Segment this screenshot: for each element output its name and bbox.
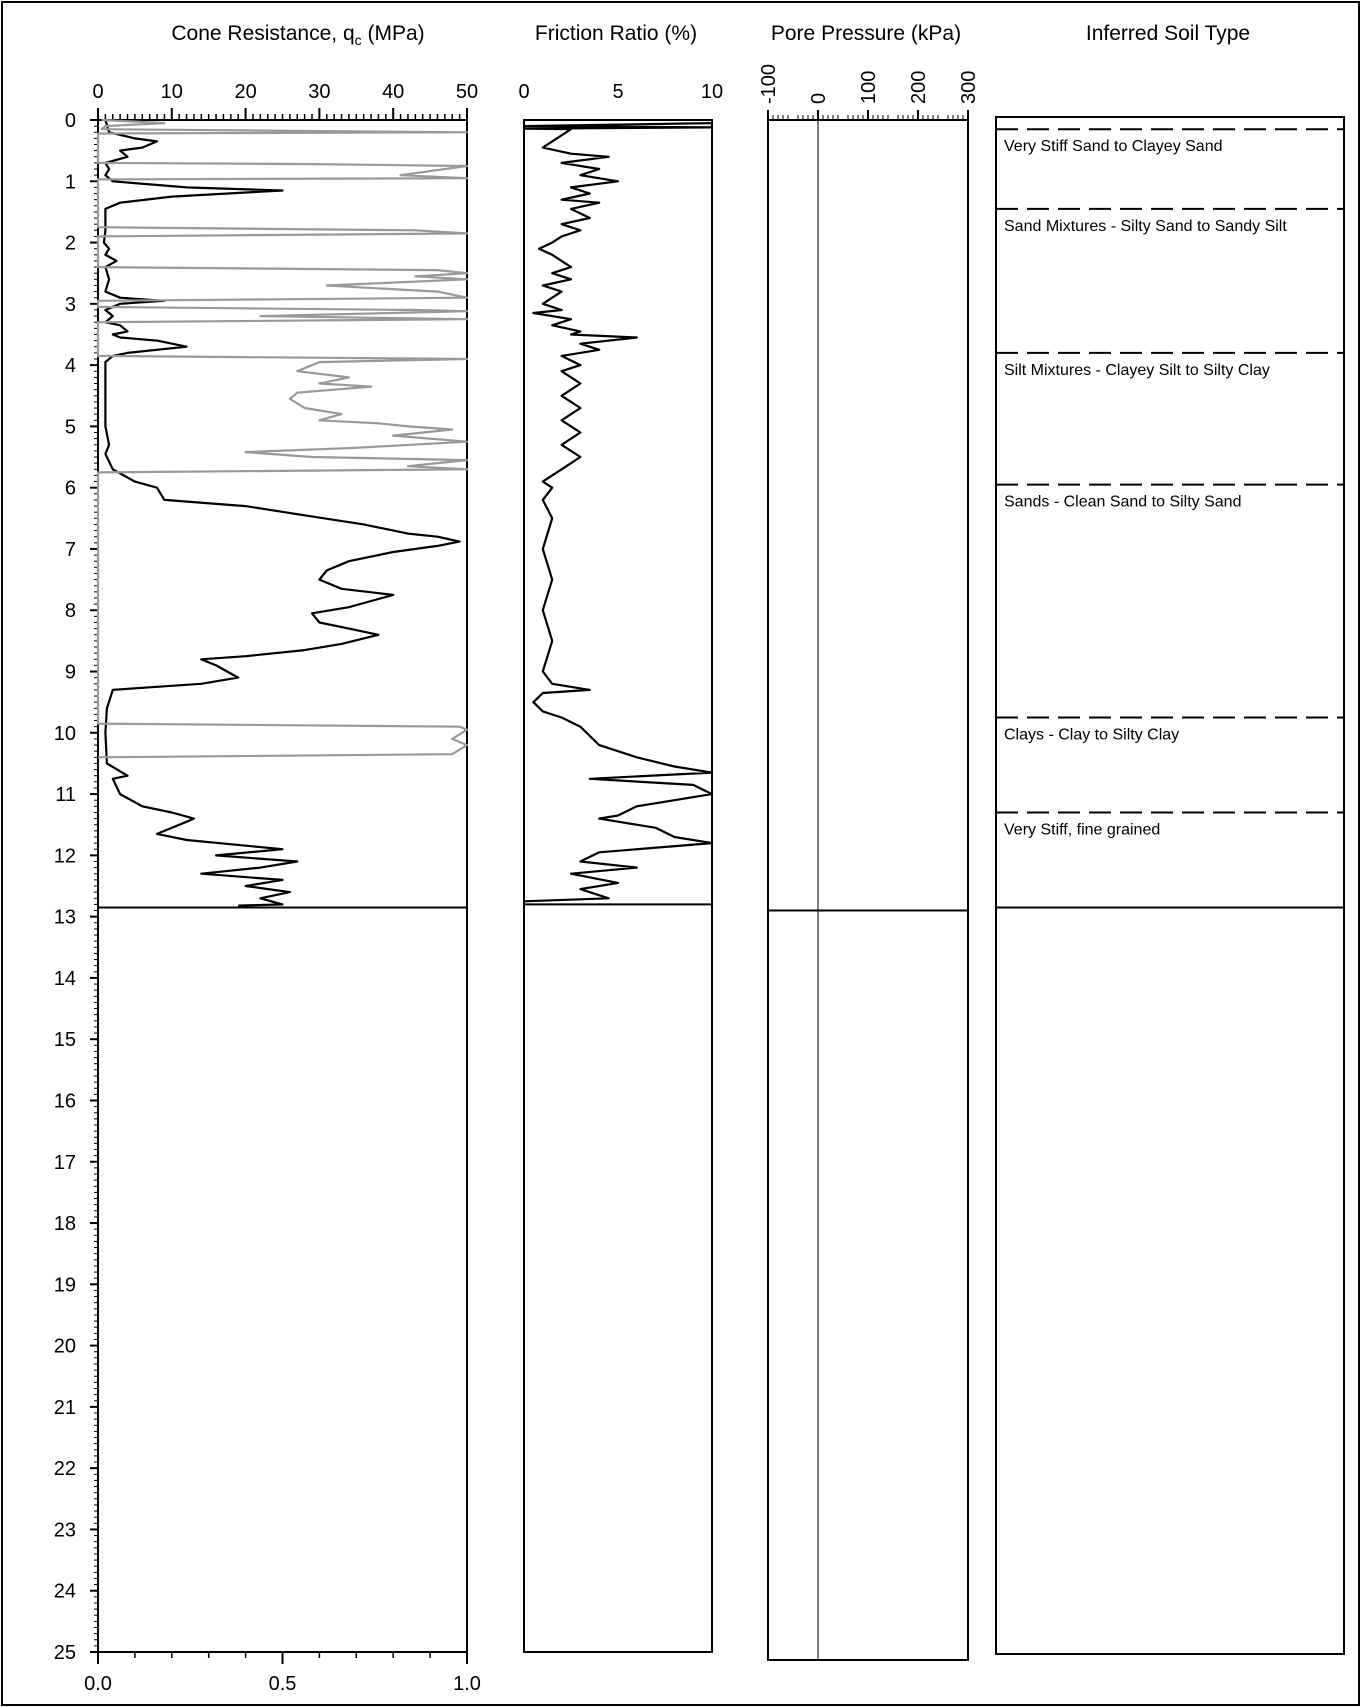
cone-resistance-secondary-x-ticks: 0.0 0.5 1.0 [84, 1652, 481, 1695]
y-tick-label: 25 [54, 1642, 76, 1664]
y-tick-label: 14 [54, 968, 76, 990]
plot3-frame [767, 119, 969, 1661]
pore-pressure-panel: Pore Pressure (kPa) -100 0 100 200 300 [758, 22, 980, 1661]
soil-layer-label: Very Stiff Sand to Clayey Sand [1004, 138, 1223, 155]
x-tick-label: 40 [382, 81, 404, 103]
soil-layers: Very Stiff Sand to Clayey Sand Sand Mixtu… [996, 128, 1344, 838]
cone-resistance-panel: Cone Resistance, qc (MPa) 0 10 20 30 40 50 0.… [54, 22, 481, 1695]
y-tick-label: 13 [54, 907, 76, 929]
cone-resistance-series-primary-line [102, 119, 461, 907]
y-tick-label: 22 [54, 1458, 76, 1480]
cone-resistance-x-ticks: 0 10 20 30 40 50 [92, 81, 478, 120]
friction-ratio-series [522, 122, 714, 903]
friction-ratio-series-primary-line [522, 122, 714, 903]
y-tick-label: 20 [54, 1336, 76, 1358]
y-tick-label: 10 [54, 723, 76, 745]
x-tick-label: 0 [518, 81, 529, 103]
y-tick-label: 16 [54, 1090, 76, 1112]
y-tick-label: 1 [65, 171, 76, 193]
soil-layer-label: Clays - Clay to Silty Clay [1004, 726, 1179, 743]
x-tick-label: 30 [308, 81, 330, 103]
soil-layer-label: Sands - Clean Sand to Silty Sand [1004, 494, 1241, 511]
y-tick-label: 23 [54, 1519, 76, 1541]
x-tick-label: 100 [858, 71, 880, 104]
secondary-x-tick-label: 1.0 [453, 1673, 481, 1695]
y-tick-label: 12 [54, 845, 76, 867]
x-tick-label: 5 [612, 81, 623, 103]
friction-ratio-title: Friction Ratio (%) [535, 22, 697, 45]
y-tick-label: 19 [54, 1274, 76, 1296]
pore-pressure-x-ticks: -100 0 100 200 300 [758, 64, 980, 120]
x-tick-label: 300 [958, 71, 980, 104]
cone-resistance-title: Cone Resistance, qc (MPa) [171, 22, 424, 48]
y-tick-label: 21 [54, 1397, 76, 1419]
y-tick-label: 7 [65, 539, 76, 561]
x-tick-label: 50 [456, 81, 478, 103]
soil-layer-label: Very Stiff, fine grained [1004, 821, 1160, 838]
secondary-x-tick-label: 0.5 [269, 1673, 297, 1695]
y-tick-label: 8 [65, 600, 76, 622]
cone-resistance-series-secondary-line [96, 118, 469, 759]
y-tick-label: 5 [65, 416, 76, 438]
y-tick-label: 18 [54, 1213, 76, 1235]
inferred-soil-type-panel: Inferred Soil Type Very Stiff Sand to Cl… [995, 22, 1345, 1655]
cone-resistance-series [96, 118, 469, 907]
soil-layer-label: Sand Mixtures - Silty Sand to Sandy Silt [1004, 218, 1287, 235]
y-tick-label: 4 [65, 355, 76, 377]
inferred-soil-type-title: Inferred Soil Type [1086, 22, 1250, 45]
plot4-frame [995, 116, 1345, 1655]
y-tick-label: 6 [65, 478, 76, 500]
x-tick-label: 20 [234, 81, 256, 103]
depth-y-ticks: 0123456789101112131415161718192021222324… [54, 110, 98, 1664]
y-tick-label: 17 [54, 1152, 76, 1174]
y-tick-label: 9 [65, 662, 76, 684]
friction-ratio-x-ticks: 0 5 10 [518, 81, 723, 103]
soil-layer-label: Silt Mixtures - Clayey Silt to Silty Cla… [1004, 362, 1270, 379]
x-tick-label: 10 [161, 81, 183, 103]
y-tick-label: 0 [65, 110, 76, 132]
x-tick-label: 200 [908, 71, 930, 104]
x-tick-label: -100 [758, 64, 780, 104]
y-tick-label: 11 [55, 784, 76, 806]
y-tick-label: 3 [65, 294, 76, 316]
x-tick-label: 10 [701, 81, 723, 103]
secondary-x-tick-label: 0.0 [84, 1673, 112, 1695]
plot2-frame [523, 119, 713, 1653]
x-tick-label: 0 [808, 93, 830, 104]
y-tick-label: 2 [65, 233, 76, 255]
y-tick-label: 15 [54, 1029, 76, 1051]
pore-pressure-title: Pore Pressure (kPa) [771, 22, 961, 45]
friction-ratio-panel: Friction Ratio (%) 0 5 10 [518, 22, 723, 1653]
x-tick-label: 0 [92, 81, 103, 103]
y-tick-label: 24 [54, 1581, 76, 1603]
